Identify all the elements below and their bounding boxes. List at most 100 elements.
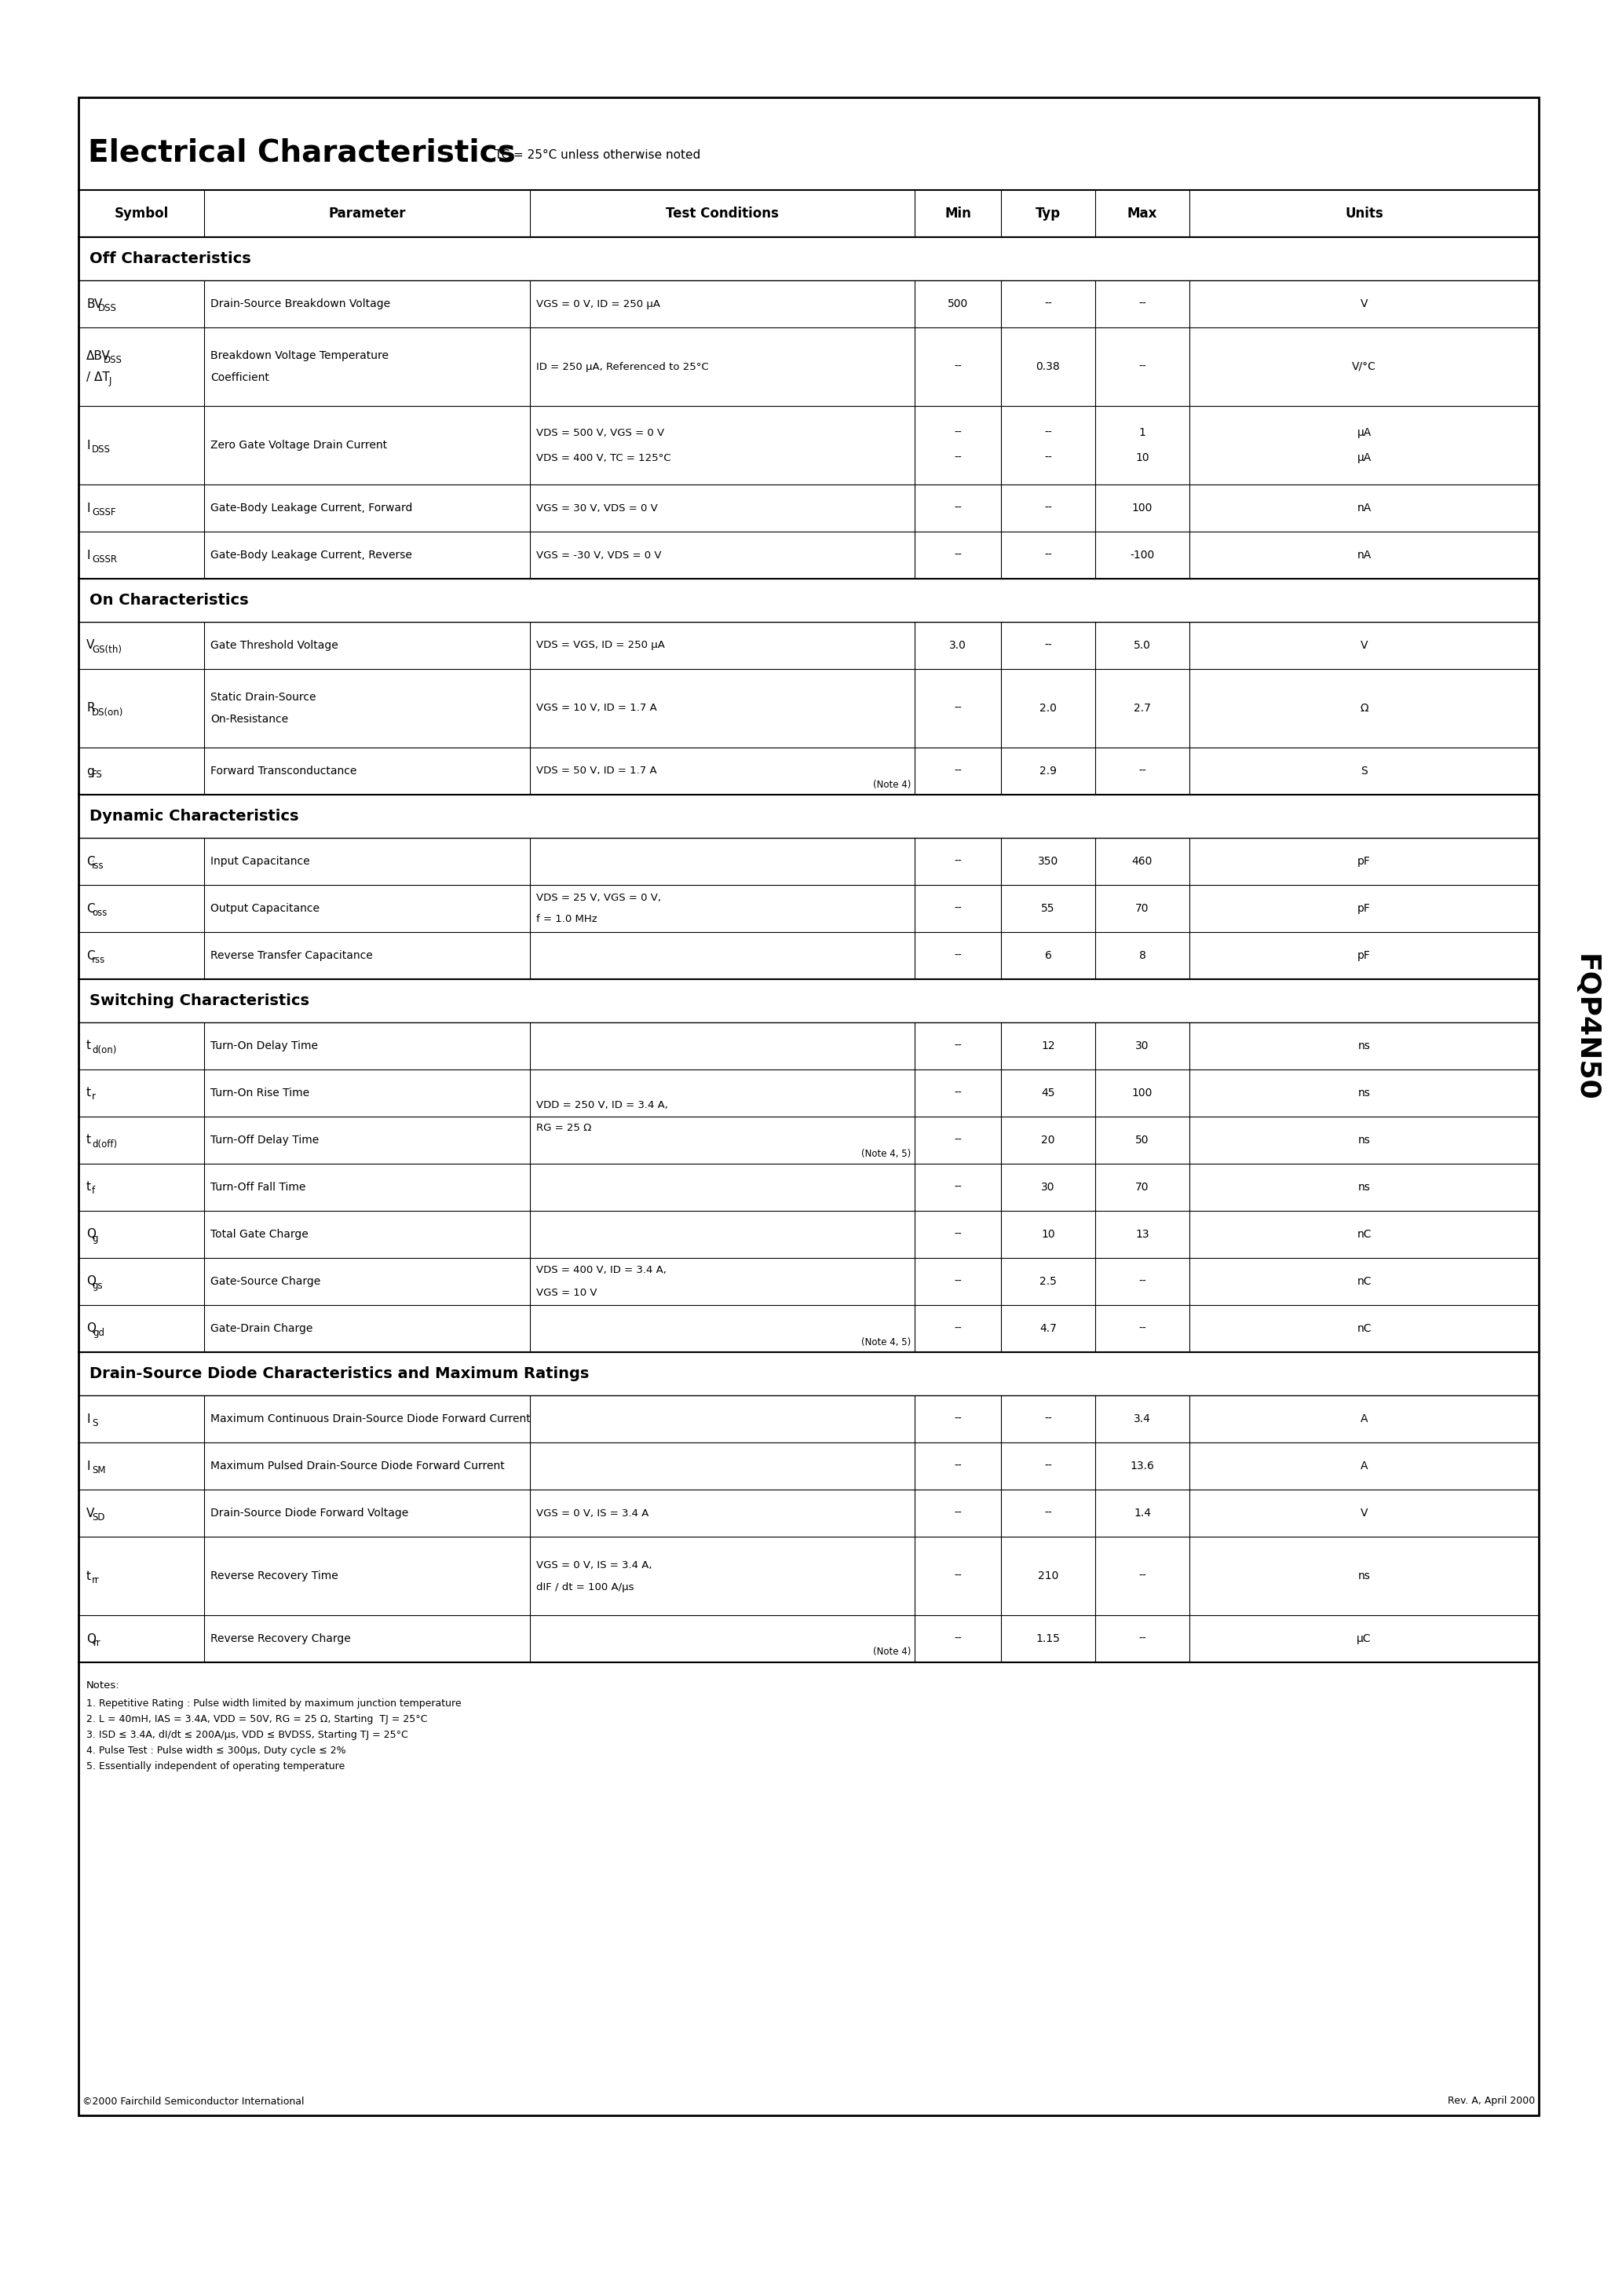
- Text: 210: 210: [1038, 1570, 1059, 1582]
- Text: S: S: [1361, 765, 1367, 776]
- Text: 3.4: 3.4: [1134, 1414, 1152, 1424]
- Bar: [78, 96, 1539, 2115]
- Text: 30: 30: [1135, 1040, 1148, 1052]
- Text: Q: Q: [86, 1322, 96, 1334]
- Text: (Note 4, 5): (Note 4, 5): [861, 1336, 910, 1348]
- Text: DS(on): DS(on): [92, 707, 123, 716]
- Text: 70: 70: [1135, 902, 1148, 914]
- Text: 4.7: 4.7: [1040, 1322, 1056, 1334]
- Text: nA: nA: [1358, 503, 1371, 514]
- Text: (Note 4, 5): (Note 4, 5): [861, 1148, 910, 1159]
- Text: nC: nC: [1358, 1322, 1371, 1334]
- Text: Static Drain-Source: Static Drain-Source: [211, 691, 316, 703]
- Text: --: --: [954, 427, 962, 439]
- Text: 12: 12: [1041, 1040, 1054, 1052]
- Text: ns: ns: [1358, 1182, 1371, 1192]
- Text: (Note 4): (Note 4): [873, 778, 910, 790]
- Text: 6: 6: [1045, 951, 1051, 962]
- Text: Typ: Typ: [1035, 207, 1061, 220]
- Text: 350: 350: [1038, 856, 1059, 868]
- Text: --: --: [1139, 298, 1147, 310]
- Text: V: V: [1361, 298, 1367, 310]
- Text: 10: 10: [1135, 452, 1150, 464]
- Text: 2.5: 2.5: [1040, 1277, 1056, 1288]
- Text: Electrical Characteristics: Electrical Characteristics: [88, 138, 516, 168]
- Text: --: --: [954, 1508, 962, 1518]
- Text: --: --: [954, 1134, 962, 1146]
- Text: --: --: [954, 1088, 962, 1097]
- Text: --: --: [954, 1182, 962, 1192]
- Text: Gate-Body Leakage Current, Reverse: Gate-Body Leakage Current, Reverse: [211, 549, 412, 560]
- Text: rr: rr: [92, 1575, 99, 1584]
- Text: SD: SD: [92, 1513, 105, 1522]
- Text: ns: ns: [1358, 1088, 1371, 1097]
- Text: SM: SM: [92, 1465, 105, 1474]
- Text: V/°C: V/°C: [1353, 360, 1375, 372]
- Text: --: --: [1045, 1414, 1053, 1424]
- Text: 50: 50: [1135, 1134, 1148, 1146]
- Text: I: I: [86, 1412, 89, 1426]
- Text: --: --: [1045, 503, 1053, 514]
- Text: dIF / dt = 100 A/μs: dIF / dt = 100 A/μs: [537, 1582, 634, 1591]
- Text: VDD = 250 V, ID = 3.4 A,: VDD = 250 V, ID = 3.4 A,: [537, 1100, 668, 1111]
- Text: --: --: [1139, 1322, 1147, 1334]
- Text: V: V: [86, 1506, 94, 1520]
- Text: t: t: [86, 1086, 91, 1100]
- Text: Output Capacitance: Output Capacitance: [211, 902, 320, 914]
- Text: nA: nA: [1358, 549, 1371, 560]
- Text: --: --: [954, 902, 962, 914]
- Text: Turn-On Rise Time: Turn-On Rise Time: [211, 1088, 310, 1097]
- Text: 3.0: 3.0: [949, 641, 967, 652]
- Text: --: --: [954, 1414, 962, 1424]
- Text: f: f: [92, 1187, 96, 1196]
- Text: 2. L = 40mH, IAS = 3.4A, VDD = 50V, RG = 25 Ω, Starting  TJ = 25°C: 2. L = 40mH, IAS = 3.4A, VDD = 50V, RG =…: [86, 1713, 427, 1724]
- Text: t: t: [86, 1570, 91, 1582]
- Text: On Characteristics: On Characteristics: [89, 592, 248, 608]
- Text: gd: gd: [92, 1327, 105, 1339]
- Text: ns: ns: [1358, 1134, 1371, 1146]
- Text: t: t: [86, 1134, 91, 1146]
- Text: Gate-Drain Charge: Gate-Drain Charge: [211, 1322, 313, 1334]
- Text: Switching Characteristics: Switching Characteristics: [89, 994, 310, 1008]
- Text: --: --: [954, 765, 962, 776]
- Text: --: --: [954, 703, 962, 714]
- Text: f = 1.0 MHz: f = 1.0 MHz: [537, 914, 597, 925]
- Text: 70: 70: [1135, 1182, 1148, 1192]
- Text: Rev. A, April 2000: Rev. A, April 2000: [1447, 2096, 1534, 2105]
- Text: C: C: [86, 902, 94, 914]
- Text: --: --: [954, 452, 962, 464]
- Text: --: --: [1139, 1632, 1147, 1644]
- Text: A: A: [1361, 1460, 1367, 1472]
- Text: --: --: [1139, 1277, 1147, 1288]
- Text: pF: pF: [1358, 856, 1371, 868]
- Text: --: --: [1045, 452, 1053, 464]
- Text: RG = 25 Ω: RG = 25 Ω: [537, 1123, 592, 1132]
- Text: --: --: [954, 1632, 962, 1644]
- Text: d(on): d(on): [92, 1045, 117, 1054]
- Text: Turn-On Delay Time: Turn-On Delay Time: [211, 1040, 318, 1052]
- Text: pF: pF: [1358, 951, 1371, 962]
- Text: --: --: [1045, 549, 1053, 560]
- Text: μA: μA: [1358, 427, 1371, 439]
- Text: --: --: [954, 549, 962, 560]
- Text: nC: nC: [1358, 1228, 1371, 1240]
- Text: GS(th): GS(th): [92, 645, 122, 654]
- Text: 2.9: 2.9: [1040, 765, 1058, 776]
- Text: VGS = 10 V: VGS = 10 V: [537, 1288, 597, 1297]
- Text: VGS = -30 V, VDS = 0 V: VGS = -30 V, VDS = 0 V: [537, 551, 662, 560]
- Text: r: r: [92, 1093, 96, 1102]
- Text: V: V: [86, 641, 94, 652]
- Text: / ΔT: / ΔT: [86, 372, 110, 383]
- Text: gs: gs: [92, 1281, 102, 1290]
- Text: I: I: [86, 549, 89, 560]
- Text: Ω: Ω: [1359, 703, 1369, 714]
- Text: ΔBV: ΔBV: [86, 349, 110, 360]
- Text: 1.4: 1.4: [1134, 1508, 1152, 1518]
- Text: g: g: [92, 1233, 97, 1244]
- Text: Q: Q: [86, 1277, 96, 1288]
- Text: Coefficient: Coefficient: [211, 372, 269, 383]
- Text: Drain-Source Breakdown Voltage: Drain-Source Breakdown Voltage: [211, 298, 391, 310]
- Text: --: --: [1045, 1460, 1053, 1472]
- Text: 100: 100: [1132, 503, 1153, 514]
- Text: Notes:: Notes:: [86, 1681, 120, 1690]
